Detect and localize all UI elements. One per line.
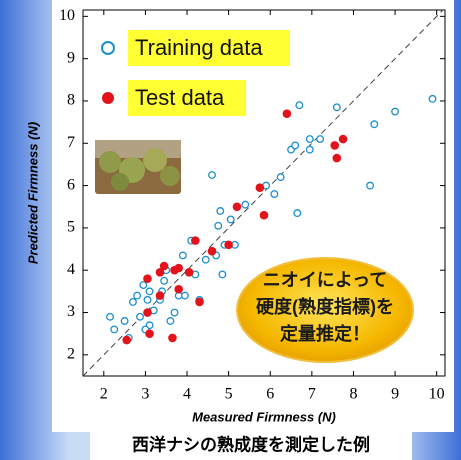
training-point (217, 208, 224, 215)
training-point (121, 318, 128, 325)
training-point (294, 210, 301, 217)
training-point (215, 222, 222, 229)
test-point (191, 236, 200, 245)
test-point (233, 202, 242, 211)
test-point (208, 247, 217, 256)
x-tick-label: 7 (308, 386, 316, 403)
y-tick-label: 10 (59, 7, 75, 24)
training-point (317, 136, 324, 143)
training-point (306, 146, 313, 153)
training-point (271, 191, 278, 198)
training-point (161, 277, 168, 284)
training-point (111, 326, 118, 333)
x-tick-label: 10 (429, 386, 445, 403)
training-point (242, 201, 249, 208)
x-tick-label: 6 (266, 386, 274, 403)
x-axis-label: Measured Firmness (N) (192, 409, 336, 424)
training-point (296, 102, 303, 109)
test-point (333, 154, 342, 163)
test-point (224, 241, 233, 250)
training-point (140, 282, 147, 289)
y-tick-label: 6 (67, 176, 75, 193)
test-point (330, 141, 339, 150)
annotation-line: ニオイによって (263, 270, 388, 290)
training-point (306, 136, 313, 143)
training-point (429, 96, 436, 103)
test-point (145, 329, 154, 338)
test-point (283, 109, 292, 118)
x-tick-label: 4 (183, 386, 191, 403)
test-point (195, 298, 204, 307)
test-point (122, 336, 131, 345)
training-point (392, 108, 399, 115)
training-point (180, 252, 187, 259)
y-tick-label: 3 (67, 303, 75, 320)
x-tick-label: 8 (349, 386, 357, 403)
training-point (371, 121, 378, 128)
test-point (260, 211, 269, 220)
training-point (134, 292, 141, 299)
training-point (107, 313, 114, 320)
test-point (339, 135, 348, 144)
legend-label: Test data (135, 85, 225, 110)
x-tick-label: 3 (141, 386, 149, 403)
test-point (174, 285, 183, 294)
pear-photo (95, 140, 181, 194)
annotation-line: 硬度(熟度指標)を (256, 296, 394, 317)
y-tick-label: 4 (67, 261, 75, 278)
chart: 2 3 4 5 6 7 8 9 10 2 3 4 5 6 7 8 9 10 Measured Firmness (N… (0, 0, 461, 460)
training-point (367, 182, 374, 189)
legend-marker (102, 42, 114, 54)
training-point (277, 174, 284, 181)
y-tick-label: 5 (67, 219, 75, 236)
training-point (219, 271, 226, 278)
training-point (146, 288, 153, 295)
training-point (171, 309, 178, 316)
test-point (156, 291, 165, 300)
training-point (130, 299, 137, 306)
y-tick-label: 2 (67, 346, 75, 363)
test-point (185, 268, 194, 277)
annotation-line: 定量推定！ (280, 323, 370, 344)
x-tick-label: 9 (391, 386, 399, 403)
test-point (160, 262, 169, 271)
legend-marker (102, 92, 114, 104)
y-tick-label: 9 (67, 49, 75, 66)
training-point (209, 172, 216, 179)
training-point (137, 313, 144, 320)
legend-label: Training data (135, 35, 263, 60)
caption: 西洋ナシの熟成度を測定した例 (132, 434, 370, 454)
test-point (168, 334, 177, 343)
page: {"chart_data": { "type": "scatter", "xla… (0, 0, 461, 460)
test-point (143, 308, 152, 317)
test-point (174, 264, 183, 273)
x-tick-label: 2 (100, 386, 108, 403)
training-point (292, 142, 299, 149)
training-point (182, 292, 189, 299)
training-point (227, 216, 234, 223)
test-point (256, 183, 265, 192)
training-point (334, 104, 341, 111)
training-point (202, 256, 209, 263)
y-tick-label: 7 (67, 134, 75, 151)
test-point (143, 274, 152, 283)
training-point (167, 318, 174, 325)
y-axis-label: Predicted Firmness (N) (25, 122, 40, 264)
y-tick-label: 8 (67, 92, 75, 109)
training-point (144, 297, 151, 304)
x-tick-label: 5 (225, 386, 233, 403)
